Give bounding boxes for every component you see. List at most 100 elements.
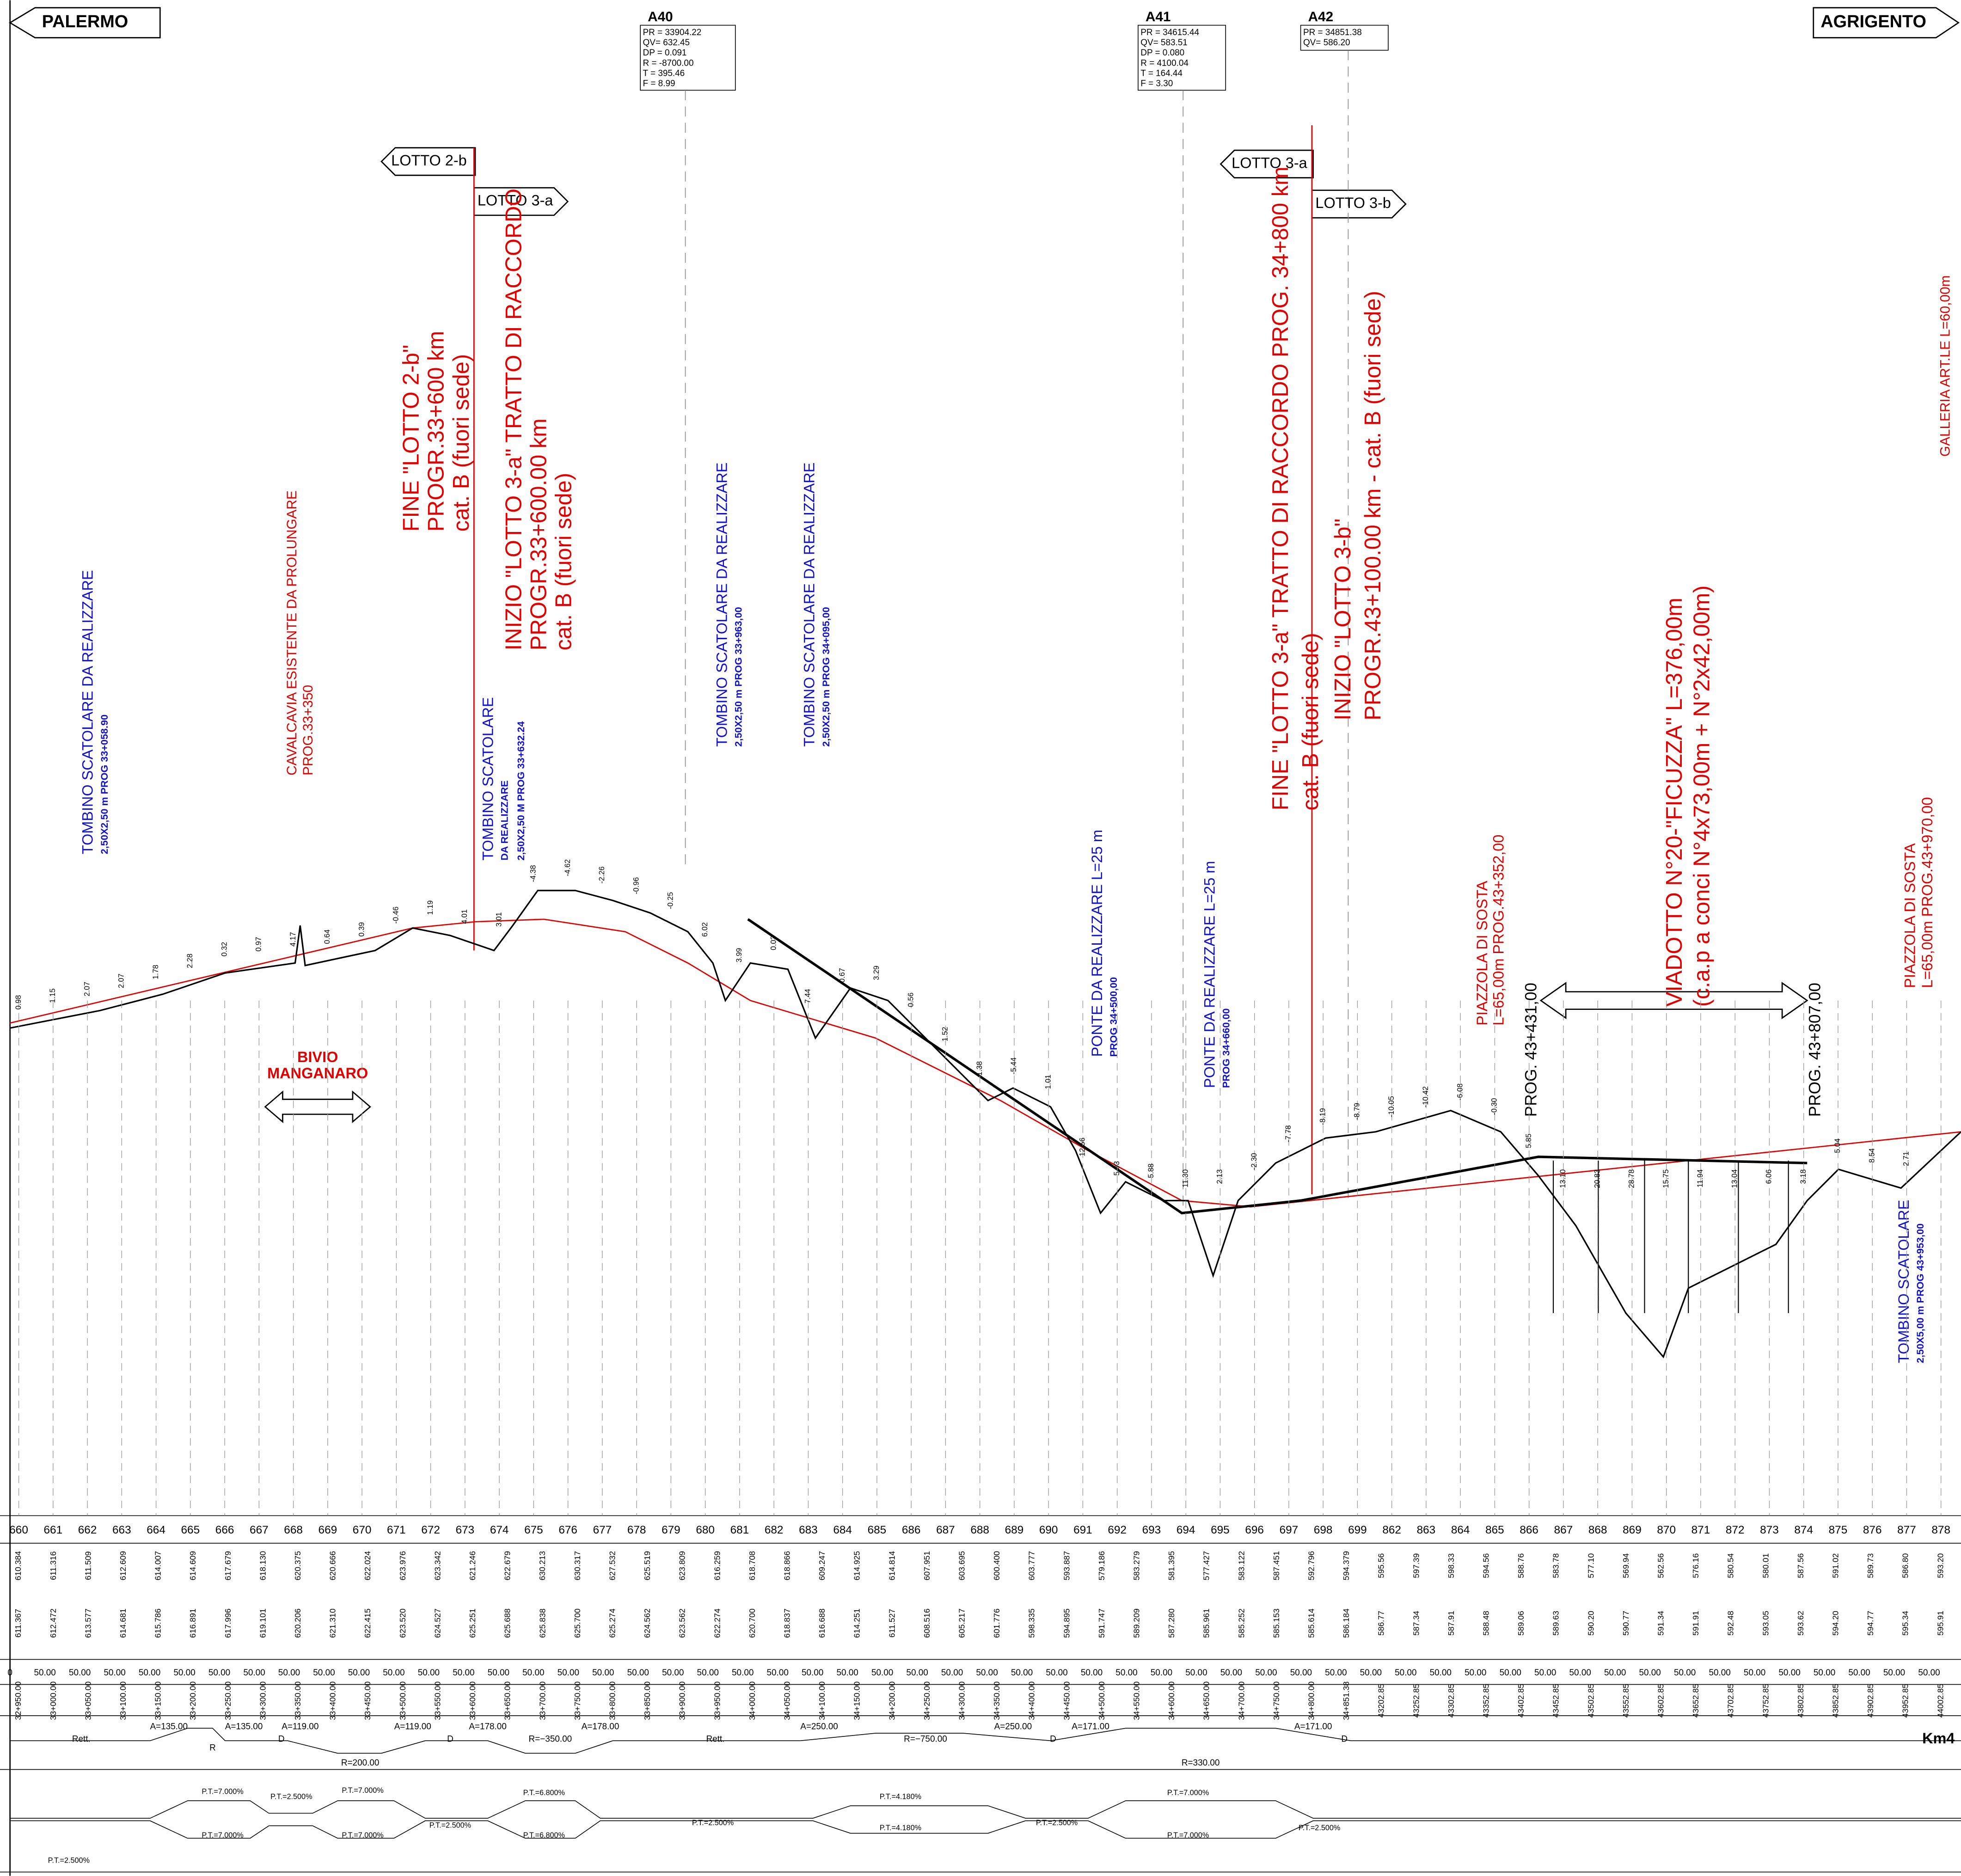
distance-cell: 50.00 <box>418 1668 440 1678</box>
distance-cell: 0 <box>7 1668 12 1678</box>
height-label: 2.07 <box>117 974 126 989</box>
table-cell: 618.130 <box>258 1551 267 1581</box>
distance-cell: 50.00 <box>383 1668 404 1678</box>
height-label: -8.19 <box>1318 1108 1327 1125</box>
vertex-box <box>1138 24 1226 91</box>
section-number: 667 <box>250 1524 269 1536</box>
annotation: PROG. 43+807,00 <box>1806 983 1824 1117</box>
table-cell: 588.48 <box>1482 1611 1491 1636</box>
place-label: PALERMO <box>42 12 129 31</box>
annotation: TOMBINO SCATOLARE <box>479 697 496 860</box>
distance-cell: 50.00 <box>522 1668 544 1678</box>
table-cell: 592.796 <box>1307 1551 1316 1581</box>
height-label: 1.78 <box>152 965 160 979</box>
section-number: 878 <box>1931 1524 1950 1536</box>
table-cell: 623.976 <box>398 1551 407 1581</box>
curve-label: A=135.00 <box>225 1722 263 1732</box>
annotation: GALLERIA ART.LE L=60,00m <box>1937 275 1953 457</box>
annotation: 2,50X2,50 m PROG 33+963,00 <box>733 607 744 746</box>
table-cell: 569.94 <box>1621 1553 1630 1578</box>
table-cell: 44002.85 <box>1936 1684 1945 1718</box>
table-cell: 591.34 <box>1656 1611 1666 1636</box>
curve-label: D <box>1050 1735 1056 1744</box>
table-cell: 43202.85 <box>1377 1684 1386 1718</box>
table-cell: 43752.85 <box>1761 1684 1770 1718</box>
lot-label: LOTTO 3-a <box>478 192 553 209</box>
table-cell: 34+600.00 <box>1167 1681 1176 1720</box>
height-label: -2.30 <box>1250 1153 1258 1170</box>
table-cell: 32+950.00 <box>13 1681 23 1720</box>
table-cell: 33+400.00 <box>328 1681 337 1720</box>
table-cell: 34+300.00 <box>957 1681 966 1720</box>
table-cell: 611.527 <box>887 1609 896 1638</box>
curve-label: A=178.00 <box>469 1722 507 1732</box>
distance-cell: 50.00 <box>941 1668 963 1678</box>
distance-cell: 50.00 <box>662 1668 684 1678</box>
table-cell: 613.577 <box>83 1608 92 1638</box>
vertex-param: DP = 0.091 <box>643 48 687 58</box>
curve-label: A=119.00 <box>394 1722 431 1732</box>
table-cell: 33+450.00 <box>363 1681 372 1720</box>
table-cell: 583.78 <box>1551 1553 1561 1578</box>
height-label: 13.10 <box>1559 1169 1567 1188</box>
table-cell: 43702.85 <box>1726 1684 1735 1718</box>
table-cell: 33+750.00 <box>573 1681 582 1720</box>
height-label: 0.56 <box>907 992 915 1007</box>
table-cell: 33+150.00 <box>153 1681 163 1720</box>
height-label: -0.30 <box>1490 1098 1499 1115</box>
lot-label: LOTTO 3-b <box>1315 195 1391 211</box>
superelevation-label: P.T.=2.500% <box>270 1792 312 1801</box>
grade-line <box>747 918 1301 1215</box>
height-label: 2.07 <box>83 982 91 996</box>
annotation: TOMBINO SCATOLARE DA REALIZZARE <box>801 463 818 747</box>
section-number: 689 <box>1005 1524 1024 1536</box>
table-cell: 34+700.00 <box>1237 1681 1246 1720</box>
table-cell: 43252.85 <box>1411 1684 1421 1718</box>
table-cell: 620.700 <box>748 1608 757 1638</box>
height-label: 11.94 <box>1696 1169 1704 1187</box>
lot-label: LOTTO 3-a <box>1232 154 1307 171</box>
superelevation-label: P.T.=2.500% <box>1299 1824 1340 1832</box>
annotation: cat. B (fuori sede) <box>1298 633 1323 810</box>
distance-cell: 50.00 <box>1115 1668 1137 1678</box>
distance-cell: 50.00 <box>1500 1668 1521 1678</box>
table-cell: 623.809 <box>678 1551 687 1581</box>
table-cell: 622.679 <box>503 1551 512 1581</box>
superelevation-label: P.T.=4.180% <box>880 1792 921 1801</box>
table-cell: 618.837 <box>782 1608 791 1638</box>
distance-cell: 50.00 <box>906 1668 928 1678</box>
section-number: 695 <box>1211 1524 1230 1536</box>
annotation: PROG.33+350 <box>300 685 316 776</box>
curve-label: Rett. <box>706 1735 724 1744</box>
height-label: 0.98 <box>14 995 23 1010</box>
curve-label: D <box>278 1735 285 1744</box>
table-cell: 587.451 <box>1272 1551 1281 1581</box>
distance-cell: 50.00 <box>1255 1668 1277 1678</box>
curve-label: R=−750.00 <box>904 1735 947 1744</box>
table-cell: 33+050.00 <box>83 1681 92 1720</box>
section-number: 679 <box>662 1524 680 1536</box>
table-cell: 33+600.00 <box>468 1681 477 1720</box>
curve-label: R=−350.00 <box>529 1735 572 1744</box>
curve-label: R=200.00 <box>341 1758 380 1768</box>
section-number: 692 <box>1108 1524 1127 1536</box>
distance-cell: 50.00 <box>1220 1668 1242 1678</box>
table-cell: 593.05 <box>1761 1611 1770 1636</box>
section-number: 873 <box>1760 1524 1779 1536</box>
section-number: 672 <box>421 1524 440 1536</box>
distance-cell: 50.00 <box>1918 1668 1940 1678</box>
distance-cell: 50.00 <box>1709 1668 1730 1678</box>
superelevation-label: P.T.=2.500% <box>1036 1819 1078 1827</box>
superelevation-label: P.T.=7.000% <box>202 1831 243 1839</box>
distance-cell: 50.00 <box>1081 1668 1103 1678</box>
superelevation-label: P.T.=2.500% <box>429 1821 471 1830</box>
table-cell: 607.951 <box>922 1551 931 1581</box>
table-cell: 621.310 <box>328 1608 337 1638</box>
height-label: -0.46 <box>392 906 400 923</box>
annotation: FINE "LOTTO 2-b" <box>399 345 424 532</box>
table-cell: 43902.85 <box>1866 1684 1875 1718</box>
table-cell: 34+100.00 <box>817 1681 827 1720</box>
table-cell: 617.679 <box>223 1551 233 1581</box>
table-cell: 43602.85 <box>1656 1684 1666 1718</box>
distance-cell: 50.00 <box>1744 1668 1765 1678</box>
